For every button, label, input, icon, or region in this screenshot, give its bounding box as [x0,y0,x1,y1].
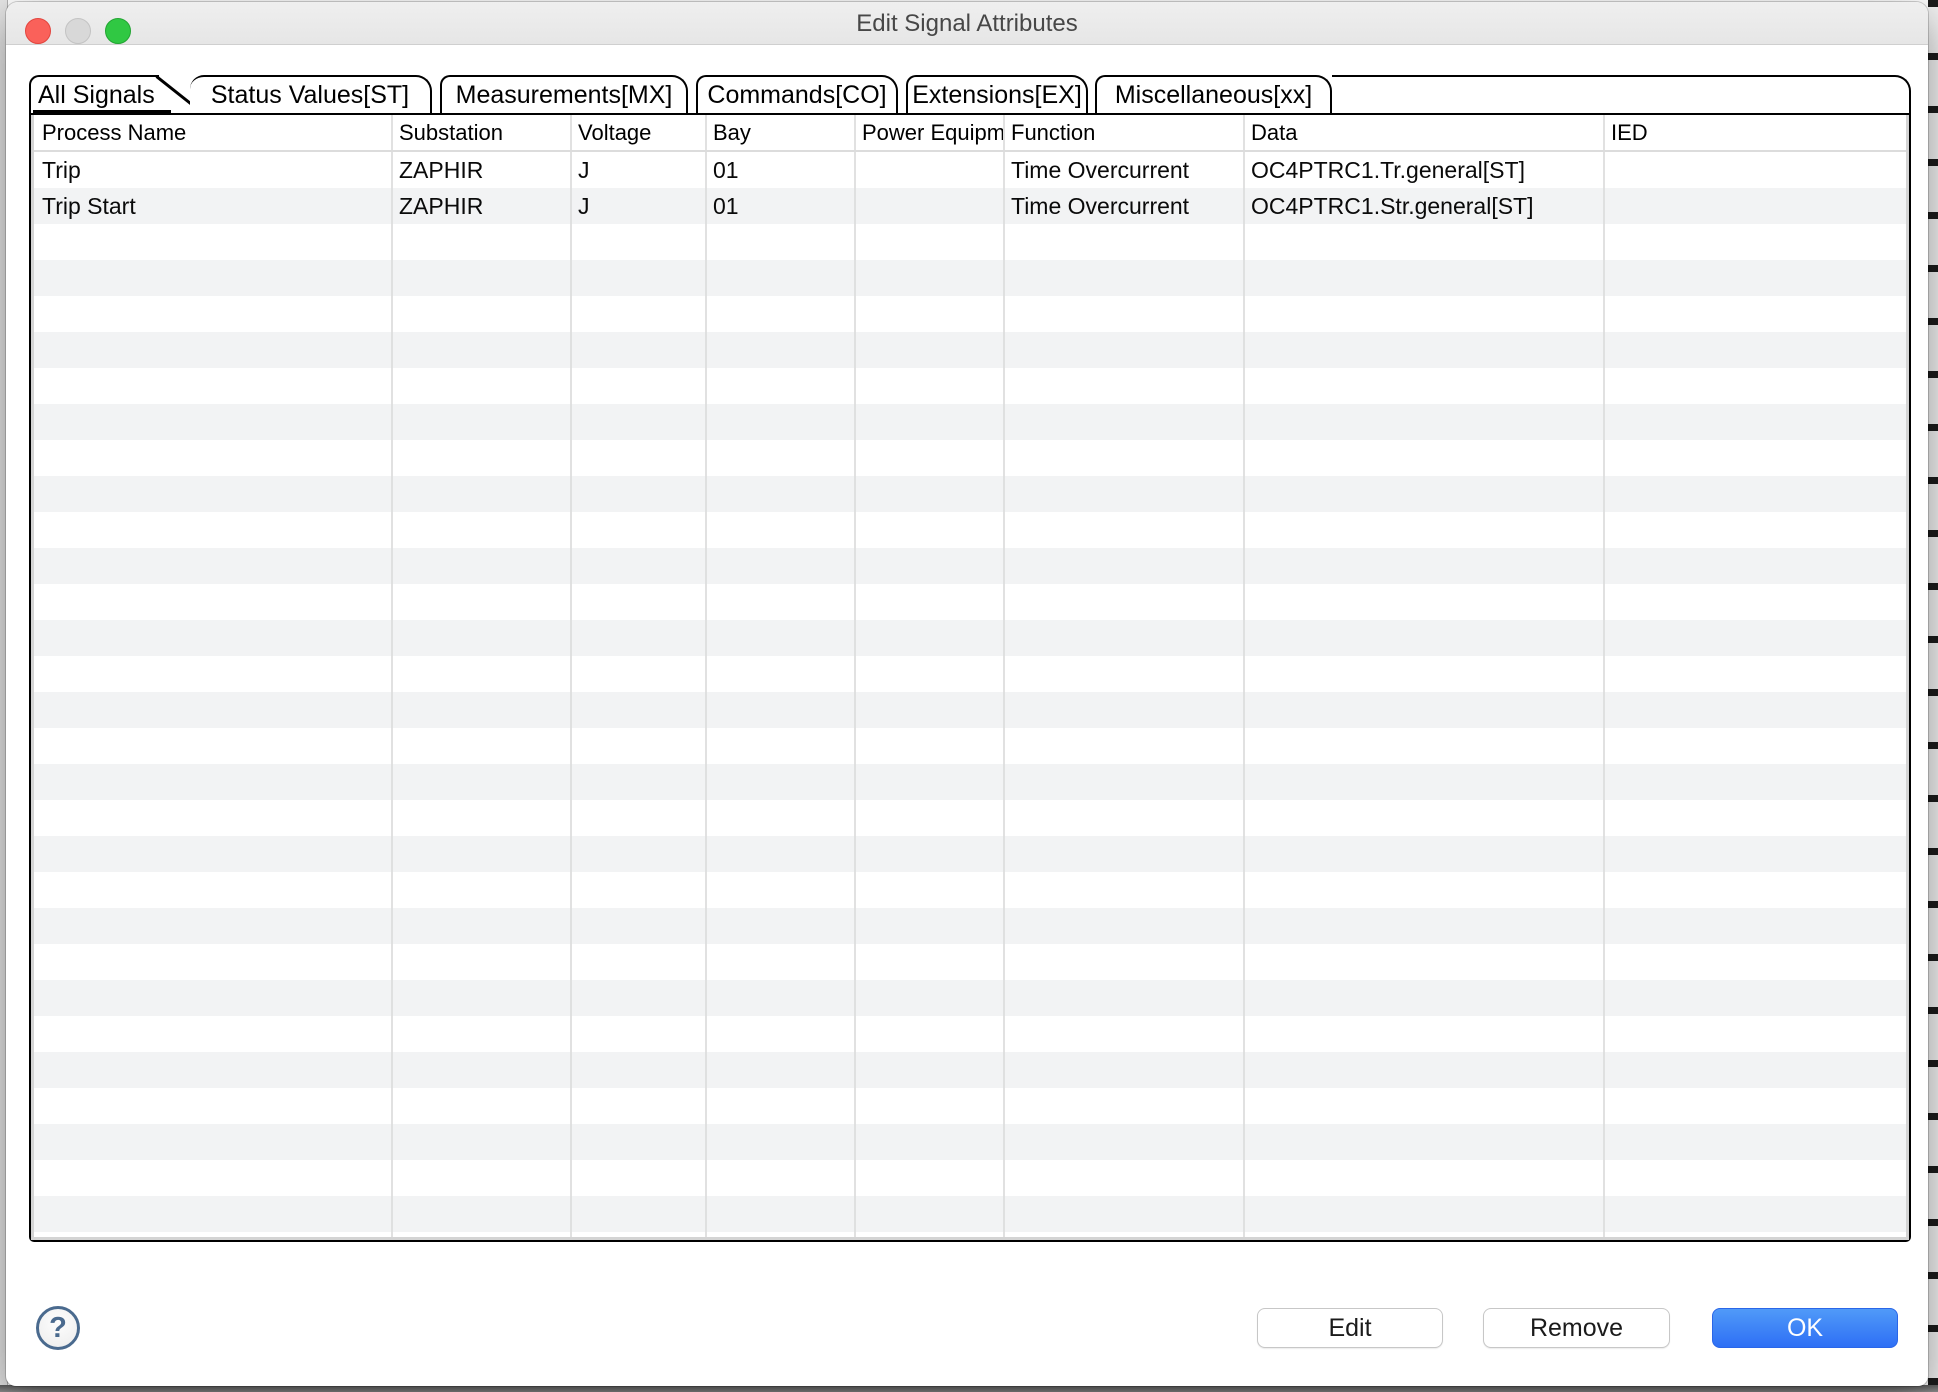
tab-bar-filler [1332,75,1911,113]
tab-label: Miscellaneous[xx] [1114,81,1313,109]
tab-bar: All Signals Status Values[ST] Measuremen… [29,75,1911,116]
minimize-button[interactable] [65,18,91,44]
column-header-ied[interactable]: IED [1611,120,1648,145]
tab-label: Status Values[ST] [210,81,410,109]
help-button[interactable]: ? [36,1306,80,1350]
cell-process-name: Trip [42,157,81,183]
close-button[interactable] [25,18,51,44]
table-row[interactable]: Trip Start ZAPHIR J 01 Time Overcurrent … [34,188,1906,224]
cell-bay: 01 [713,157,739,183]
ok-button[interactable]: OK [1712,1308,1898,1348]
column-separator [1243,115,1245,1237]
tab-miscellaneous[interactable]: Miscellaneous[xx] [1095,75,1332,113]
cell-ied [1603,188,1906,224]
column-separator [854,115,856,1237]
background-window-right-edge [1928,0,1938,1392]
zoom-button[interactable] [105,18,131,44]
remove-button[interactable]: Remove [1483,1308,1670,1348]
selected-tab-underline [33,110,171,113]
column-separator [570,115,572,1237]
question-mark-icon: ? [49,1312,67,1344]
cell-substation: ZAPHIR [399,157,484,183]
column-header-bay[interactable]: Bay [713,120,751,145]
cell-function: Time Overcurrent [1011,157,1190,183]
cell-ied [1603,152,1906,188]
tab-status-values[interactable]: Status Values[ST] [190,75,432,113]
cell-data: OC4PTRC1.Tr.general[ST] [1251,157,1525,183]
cell-substation: ZAPHIR [399,193,484,219]
tab-commands[interactable]: Commands[CO] [696,75,898,113]
tab-extensions[interactable]: Extensions[EX] [906,75,1088,113]
column-header-substation[interactable]: Substation [399,120,503,145]
cell-process-name: Trip Start [42,193,136,219]
table-row[interactable]: Trip ZAPHIR J 01 Time Overcurrent OC4PTR… [34,152,1906,188]
table-body: Trip ZAPHIR J 01 Time Overcurrent OC4PTR… [34,152,1906,1237]
cell-data: OC4PTRC1.Str.general[ST] [1251,193,1534,219]
column-header-process-name[interactable]: Process Name [42,120,187,145]
tab-label: All Signals [38,81,155,109]
column-separator [705,115,707,1237]
column-header-data[interactable]: Data [1251,120,1298,145]
cell-power-equipment [854,188,1003,224]
cell-voltage: J [578,157,590,183]
tab-all-signals[interactable]: All Signals [29,75,159,113]
signals-table: Process Name Substation Voltage Bay Powe… [31,115,1909,1240]
title-bar[interactable]: Edit Signal Attributes [6,2,1928,45]
cell-power-equipment [854,152,1003,188]
tab-label: Measurements[MX] [455,81,673,109]
background-window-bottom-edge [0,1385,1938,1392]
edit-button[interactable]: Edit [1257,1308,1443,1348]
table-header-row: Process Name Substation Voltage Bay Powe… [34,115,1906,152]
column-separator [1603,115,1605,1237]
column-header-function[interactable]: Function [1011,120,1096,145]
tab-measurements[interactable]: Measurements[MX] [440,75,688,113]
column-separator [1003,115,1005,1237]
column-separator [391,115,393,1237]
tab-label: Extensions[EX] [912,81,1082,109]
cell-voltage: J [578,193,590,219]
column-header-voltage[interactable]: Voltage [578,120,652,145]
dialog-window: Edit Signal Attributes All Signals Statu… [6,2,1928,1386]
tab-content-frame: Process Name Substation Voltage Bay Powe… [29,113,1911,1242]
column-header-power-equipment[interactable]: Power Equipm [862,120,1003,145]
cell-function: Time Overcurrent [1011,193,1190,219]
window-title: Edit Signal Attributes [856,10,1078,37]
cell-bay: 01 [713,193,739,219]
tab-label: Commands[CO] [707,81,887,109]
